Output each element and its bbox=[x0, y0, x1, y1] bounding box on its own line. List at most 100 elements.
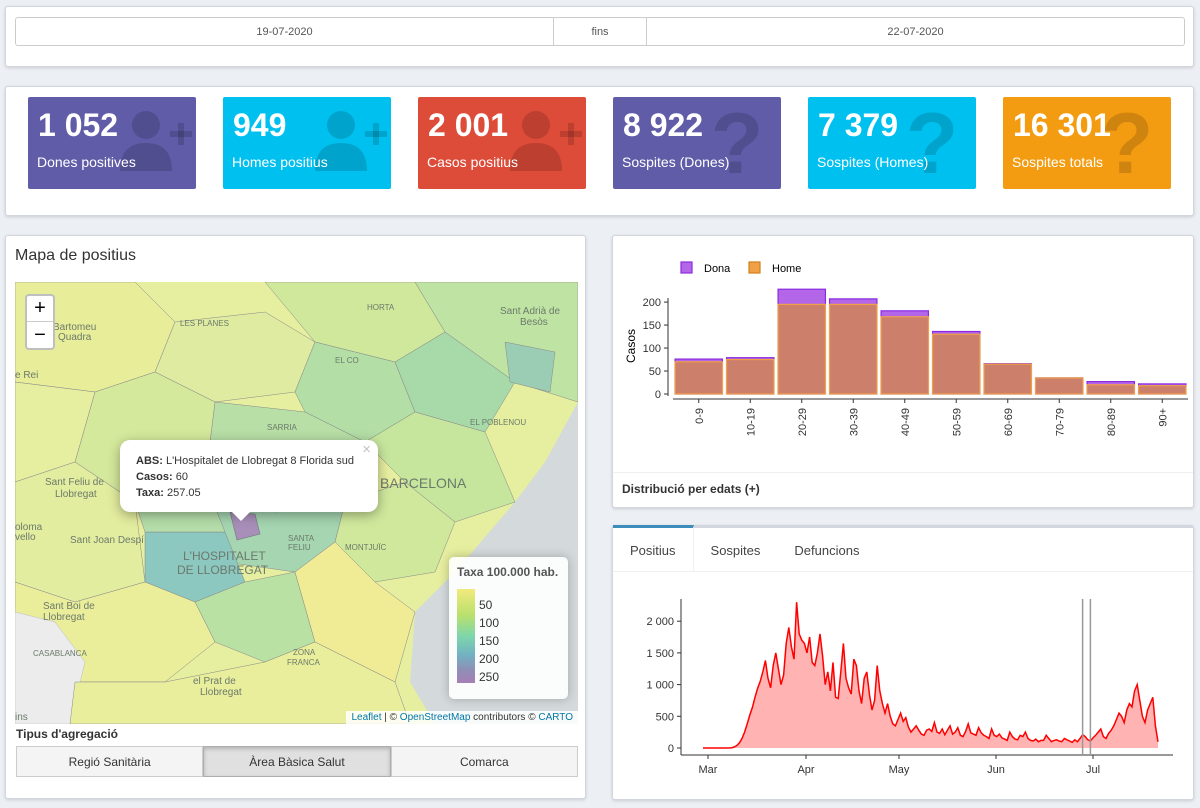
bar-home bbox=[880, 316, 930, 395]
age-chart-footer[interactable]: Distribució per edats (+) bbox=[613, 472, 1193, 505]
map-label: i Quadra bbox=[53, 332, 92, 343]
aggregation-option-abs[interactable]: Àrea Bàsica Salut bbox=[203, 746, 391, 777]
popup-casos-value: 60 bbox=[175, 471, 188, 483]
attribution-separator: | © bbox=[381, 712, 400, 723]
map-label: el Prat de bbox=[193, 676, 236, 687]
question-icon: ? bbox=[711, 101, 764, 181]
value-box: 2 001 Casos positius bbox=[418, 97, 586, 189]
bar-home bbox=[674, 361, 724, 395]
ts-y-tick-label: 1 500 bbox=[646, 648, 674, 660]
map-label: Sant Feliu de bbox=[45, 477, 104, 488]
leaflet-link[interactable]: Leaflet bbox=[351, 712, 382, 723]
value-box: 7 379 Sospites (Homes)? bbox=[808, 97, 976, 189]
age-bar-chart[interactable]: 0 50 100 150 200 Casos 0-9 10-19 20-29 30-39 40-49… bbox=[613, 236, 1193, 472]
aggregation-option-comarca[interactable]: Comarca bbox=[390, 746, 578, 777]
value-box-number: 16 301 bbox=[1013, 107, 1111, 143]
value-box: 1 052 Dones positives bbox=[28, 97, 196, 189]
choropleth-map[interactable]: Bartomeu i Quadra LES PLANES HORTA Sant … bbox=[15, 282, 578, 724]
y-tick-label: 150 bbox=[643, 320, 661, 332]
ts-y-tick-label: 2 000 bbox=[646, 616, 674, 628]
map-label: Sant Boi de bbox=[43, 601, 95, 612]
ts-x-tick-label: Apr bbox=[797, 764, 814, 776]
ts-x-tick-label: Mar bbox=[699, 764, 718, 776]
map-label: DE LLOBREGAT bbox=[177, 563, 269, 577]
map-label: FELIU bbox=[288, 543, 311, 552]
y-tick-label: 0 bbox=[655, 389, 661, 401]
tab-sospites[interactable]: Sospites bbox=[710, 542, 761, 558]
x-tick-label: 30-39 bbox=[848, 408, 860, 436]
date-start-input[interactable]: 19-07-2020 bbox=[16, 18, 554, 45]
map-label: MONTJUÏC bbox=[345, 543, 387, 552]
value-box-number: 2 001 bbox=[428, 107, 509, 143]
legend-tick: 100 bbox=[479, 616, 500, 630]
map-label: CASABLANCA bbox=[33, 649, 87, 658]
bar-home bbox=[1137, 385, 1187, 395]
y-tick-label: 100 bbox=[643, 343, 661, 355]
tab-positius[interactable]: Positius bbox=[613, 525, 694, 572]
map-label: vello bbox=[15, 532, 36, 543]
time-series-chart[interactable]: 0 500 1 000 1 500 2 000 Mar Apr May Jun Jul bbox=[613, 575, 1193, 800]
aggregation-label: Tipus d'agregació bbox=[16, 727, 118, 741]
x-tick-label: 80-89 bbox=[1106, 408, 1118, 436]
map-legend: Taxa 100.000 hab. 50 100 150 200 250 bbox=[449, 557, 568, 699]
date-range-panel: 19-07-2020 fins 22-07-2020 bbox=[5, 6, 1194, 67]
map-label: Besòs bbox=[520, 317, 548, 328]
aggregation-option-regio[interactable]: Regió Sanitària bbox=[16, 746, 204, 777]
x-tick-label: 40-49 bbox=[900, 408, 912, 436]
attribution-text: contributors © bbox=[470, 712, 539, 723]
map-label: ins bbox=[15, 712, 28, 723]
x-tick-label: 10-19 bbox=[745, 408, 757, 436]
map-label: SANTA bbox=[288, 534, 315, 543]
value-box-number: 1 052 bbox=[38, 107, 119, 143]
value-box-number: 949 bbox=[233, 107, 287, 143]
ts-y-tick-label: 500 bbox=[656, 711, 674, 723]
x-tick-label: 50-59 bbox=[951, 408, 963, 436]
ts-y-tick-label: 1 000 bbox=[646, 680, 674, 692]
tab-defuncions[interactable]: Defuncions bbox=[794, 542, 860, 558]
date-separator: fins bbox=[554, 18, 647, 45]
time-series-tabs: Positius Sospites Defuncions bbox=[613, 525, 1193, 572]
carto-link[interactable]: CARTO bbox=[538, 712, 573, 723]
ts-x-tick-label: Jun bbox=[987, 764, 1005, 776]
zoom-out-button[interactable]: − bbox=[34, 323, 46, 346]
y-tick-label: 200 bbox=[643, 297, 661, 309]
value-box-number: 8 922 bbox=[623, 107, 704, 143]
popup-abs-value: L'Hospitalet de Llobregat 8 Florida sud bbox=[165, 455, 354, 467]
time-series-panel: Positius Sospites Defuncions 0 500 1 000 1 … bbox=[612, 525, 1194, 800]
zoom-in-button[interactable]: + bbox=[27, 296, 53, 322]
map-popup: × ABS: L'Hospitalet de Llobregat 8 Flori… bbox=[120, 440, 378, 521]
bar-home bbox=[1086, 384, 1136, 395]
map-label: e Rei bbox=[15, 370, 38, 381]
map-label: Bartomeu bbox=[53, 322, 96, 333]
bar-home bbox=[725, 358, 775, 395]
osm-link[interactable]: OpenStreetMap bbox=[399, 712, 471, 723]
age-distribution-panel: 0 50 100 150 200 Casos 0-9 10-19 20-29 30-39 40-49… bbox=[612, 235, 1194, 508]
y-tick-label: 50 bbox=[649, 366, 661, 378]
y-axis-title: Casos bbox=[624, 329, 638, 363]
map-label: SARRIA bbox=[267, 423, 297, 432]
popup-close-icon[interactable]: × bbox=[362, 441, 371, 458]
bar-home bbox=[931, 333, 981, 395]
date-end-input[interactable]: 22-07-2020 bbox=[887, 25, 944, 38]
value-box-label: Sospites (Dones) bbox=[622, 154, 730, 170]
svg-text:?: ? bbox=[1101, 101, 1154, 181]
legend-label-home: Home bbox=[772, 263, 801, 275]
ts-x-tick-label: Jul bbox=[1086, 764, 1100, 776]
legend-tick: 50 bbox=[479, 598, 493, 612]
value-boxes-panel: 1 052 Dones positives 949 Homes positius 2 0… bbox=[5, 86, 1194, 216]
bar-home bbox=[777, 303, 827, 395]
value-box-label: Sospites (Homes) bbox=[817, 154, 929, 170]
svg-text:?: ? bbox=[711, 101, 764, 181]
map-tiles[interactable]: Bartomeu i Quadra LES PLANES HORTA Sant … bbox=[15, 282, 578, 724]
map-label: FRANCA bbox=[287, 658, 321, 667]
popup-taxa-value: 257.05 bbox=[166, 487, 201, 499]
legend-tick: 250 bbox=[479, 670, 500, 684]
value-box: 949 Homes positius bbox=[223, 97, 391, 189]
legend-title: Taxa 100.000 hab. bbox=[457, 565, 559, 579]
value-box-label: Sospites totals bbox=[1012, 154, 1104, 170]
map-label: Sant Adrià de bbox=[500, 306, 560, 317]
map-label: L'HOSPITALET bbox=[183, 549, 266, 563]
popup-casos-label: Casos: bbox=[136, 471, 173, 483]
date-range-input[interactable]: 19-07-2020 fins 22-07-2020 bbox=[15, 17, 1185, 46]
x-tick-label: 0-9 bbox=[694, 408, 706, 424]
